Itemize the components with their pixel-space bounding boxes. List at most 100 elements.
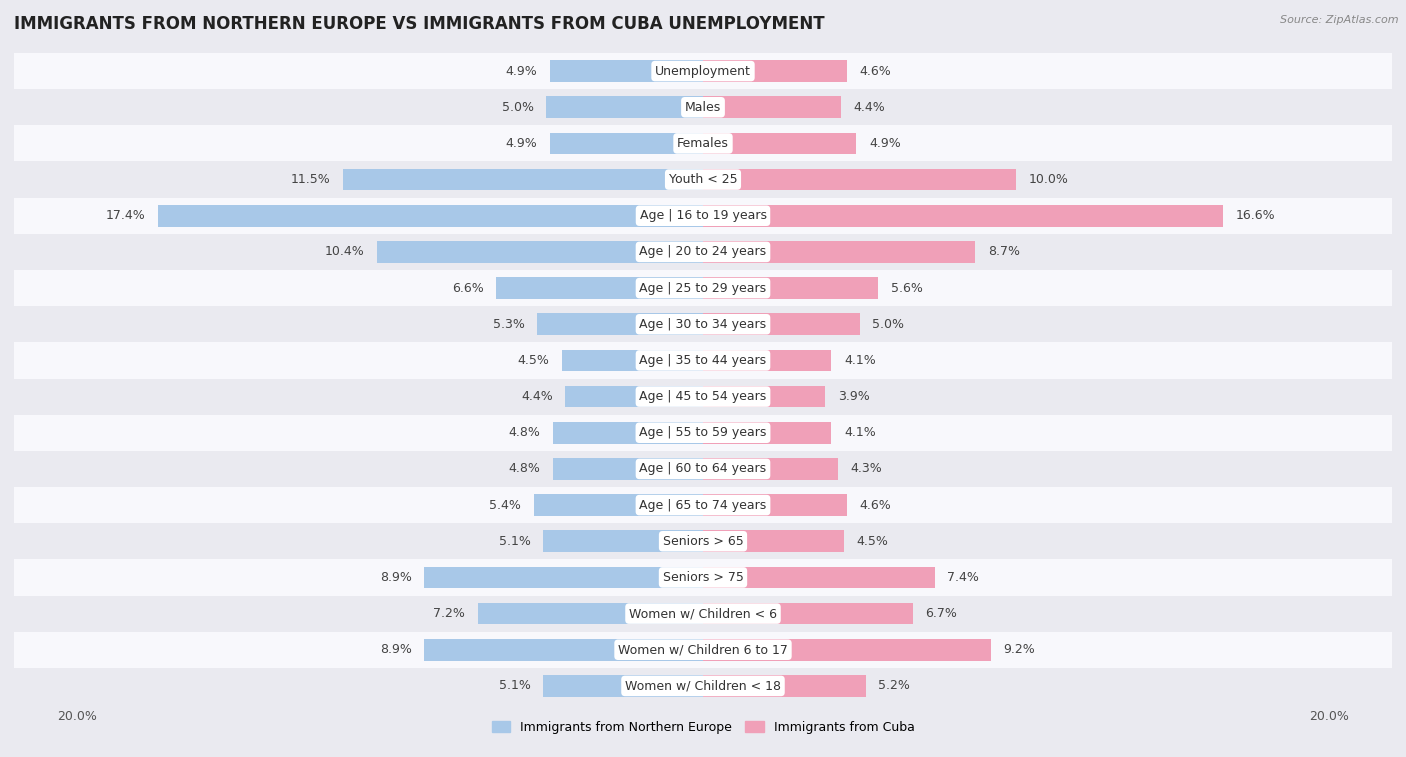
Text: 4.8%: 4.8% — [509, 463, 540, 475]
Text: 4.5%: 4.5% — [856, 534, 889, 548]
Bar — [703, 277, 879, 299]
Text: 8.9%: 8.9% — [380, 571, 412, 584]
Bar — [703, 566, 935, 588]
FancyBboxPatch shape — [14, 342, 1392, 378]
FancyBboxPatch shape — [14, 126, 1392, 161]
Text: 8.9%: 8.9% — [380, 643, 412, 656]
Bar — [425, 566, 703, 588]
Text: Age | 25 to 29 years: Age | 25 to 29 years — [640, 282, 766, 294]
Bar — [703, 639, 991, 661]
Text: 5.1%: 5.1% — [499, 680, 531, 693]
Text: 11.5%: 11.5% — [291, 173, 330, 186]
Text: 5.0%: 5.0% — [872, 318, 904, 331]
Bar — [534, 494, 703, 516]
Text: 10.0%: 10.0% — [1029, 173, 1069, 186]
Bar — [703, 313, 859, 335]
FancyBboxPatch shape — [14, 668, 1392, 704]
Text: 6.7%: 6.7% — [925, 607, 957, 620]
FancyBboxPatch shape — [14, 89, 1392, 126]
FancyBboxPatch shape — [14, 378, 1392, 415]
FancyBboxPatch shape — [14, 53, 1392, 89]
Bar — [703, 386, 825, 407]
Text: 5.0%: 5.0% — [502, 101, 534, 114]
FancyBboxPatch shape — [14, 415, 1392, 451]
FancyBboxPatch shape — [14, 631, 1392, 668]
Text: Women w/ Children < 18: Women w/ Children < 18 — [626, 680, 780, 693]
Text: 4.9%: 4.9% — [505, 64, 537, 77]
Text: Age | 55 to 59 years: Age | 55 to 59 years — [640, 426, 766, 439]
Text: Age | 65 to 74 years: Age | 65 to 74 years — [640, 499, 766, 512]
Bar — [703, 494, 846, 516]
Text: 4.4%: 4.4% — [853, 101, 884, 114]
Text: 16.6%: 16.6% — [1236, 209, 1275, 223]
FancyBboxPatch shape — [14, 451, 1392, 487]
Text: Youth < 25: Youth < 25 — [669, 173, 737, 186]
Text: Seniors > 75: Seniors > 75 — [662, 571, 744, 584]
Text: 4.5%: 4.5% — [517, 354, 550, 367]
Bar — [543, 675, 703, 696]
Text: Women w/ Children 6 to 17: Women w/ Children 6 to 17 — [619, 643, 787, 656]
Text: 5.3%: 5.3% — [492, 318, 524, 331]
Bar — [703, 96, 841, 118]
Text: Source: ZipAtlas.com: Source: ZipAtlas.com — [1281, 15, 1399, 25]
FancyBboxPatch shape — [14, 270, 1392, 306]
Text: 7.4%: 7.4% — [948, 571, 979, 584]
Bar — [703, 458, 838, 480]
Bar — [703, 603, 912, 625]
FancyBboxPatch shape — [14, 487, 1392, 523]
Text: Age | 30 to 34 years: Age | 30 to 34 years — [640, 318, 766, 331]
Bar — [703, 61, 846, 82]
Text: 5.4%: 5.4% — [489, 499, 522, 512]
Text: 10.4%: 10.4% — [325, 245, 364, 258]
Text: Females: Females — [678, 137, 728, 150]
FancyBboxPatch shape — [14, 198, 1392, 234]
FancyBboxPatch shape — [14, 161, 1392, 198]
Text: 6.6%: 6.6% — [453, 282, 484, 294]
Bar — [550, 132, 703, 154]
FancyBboxPatch shape — [14, 523, 1392, 559]
Bar — [553, 422, 703, 444]
Text: IMMIGRANTS FROM NORTHERN EUROPE VS IMMIGRANTS FROM CUBA UNEMPLOYMENT: IMMIGRANTS FROM NORTHERN EUROPE VS IMMIG… — [14, 15, 825, 33]
Bar — [703, 169, 1017, 191]
Text: 7.2%: 7.2% — [433, 607, 465, 620]
Text: Males: Males — [685, 101, 721, 114]
Bar — [537, 313, 703, 335]
Bar — [703, 422, 831, 444]
Bar — [703, 205, 1223, 226]
Text: 3.9%: 3.9% — [838, 390, 869, 403]
Text: 4.6%: 4.6% — [859, 499, 891, 512]
Text: 4.9%: 4.9% — [505, 137, 537, 150]
Bar — [543, 531, 703, 552]
Bar — [703, 531, 844, 552]
FancyBboxPatch shape — [14, 596, 1392, 631]
FancyBboxPatch shape — [14, 234, 1392, 270]
Bar — [565, 386, 703, 407]
Text: 4.1%: 4.1% — [844, 354, 876, 367]
Text: 17.4%: 17.4% — [105, 209, 146, 223]
Text: 5.2%: 5.2% — [879, 680, 910, 693]
Bar — [343, 169, 703, 191]
Text: Seniors > 65: Seniors > 65 — [662, 534, 744, 548]
Bar — [553, 458, 703, 480]
Text: 4.9%: 4.9% — [869, 137, 901, 150]
FancyBboxPatch shape — [14, 559, 1392, 596]
Text: Age | 35 to 44 years: Age | 35 to 44 years — [640, 354, 766, 367]
Text: Age | 60 to 64 years: Age | 60 to 64 years — [640, 463, 766, 475]
Bar — [496, 277, 703, 299]
Text: Women w/ Children < 6: Women w/ Children < 6 — [628, 607, 778, 620]
Text: 4.3%: 4.3% — [851, 463, 882, 475]
FancyBboxPatch shape — [14, 306, 1392, 342]
Bar — [547, 96, 703, 118]
Text: Age | 45 to 54 years: Age | 45 to 54 years — [640, 390, 766, 403]
Bar — [157, 205, 703, 226]
Bar — [562, 350, 703, 371]
Bar — [703, 675, 866, 696]
Bar — [703, 241, 976, 263]
Bar — [425, 639, 703, 661]
Text: 4.6%: 4.6% — [859, 64, 891, 77]
Text: Unemployment: Unemployment — [655, 64, 751, 77]
Text: 4.1%: 4.1% — [844, 426, 876, 439]
Text: 5.6%: 5.6% — [891, 282, 922, 294]
Legend: Immigrants from Northern Europe, Immigrants from Cuba: Immigrants from Northern Europe, Immigra… — [492, 721, 914, 734]
Text: 4.4%: 4.4% — [522, 390, 553, 403]
